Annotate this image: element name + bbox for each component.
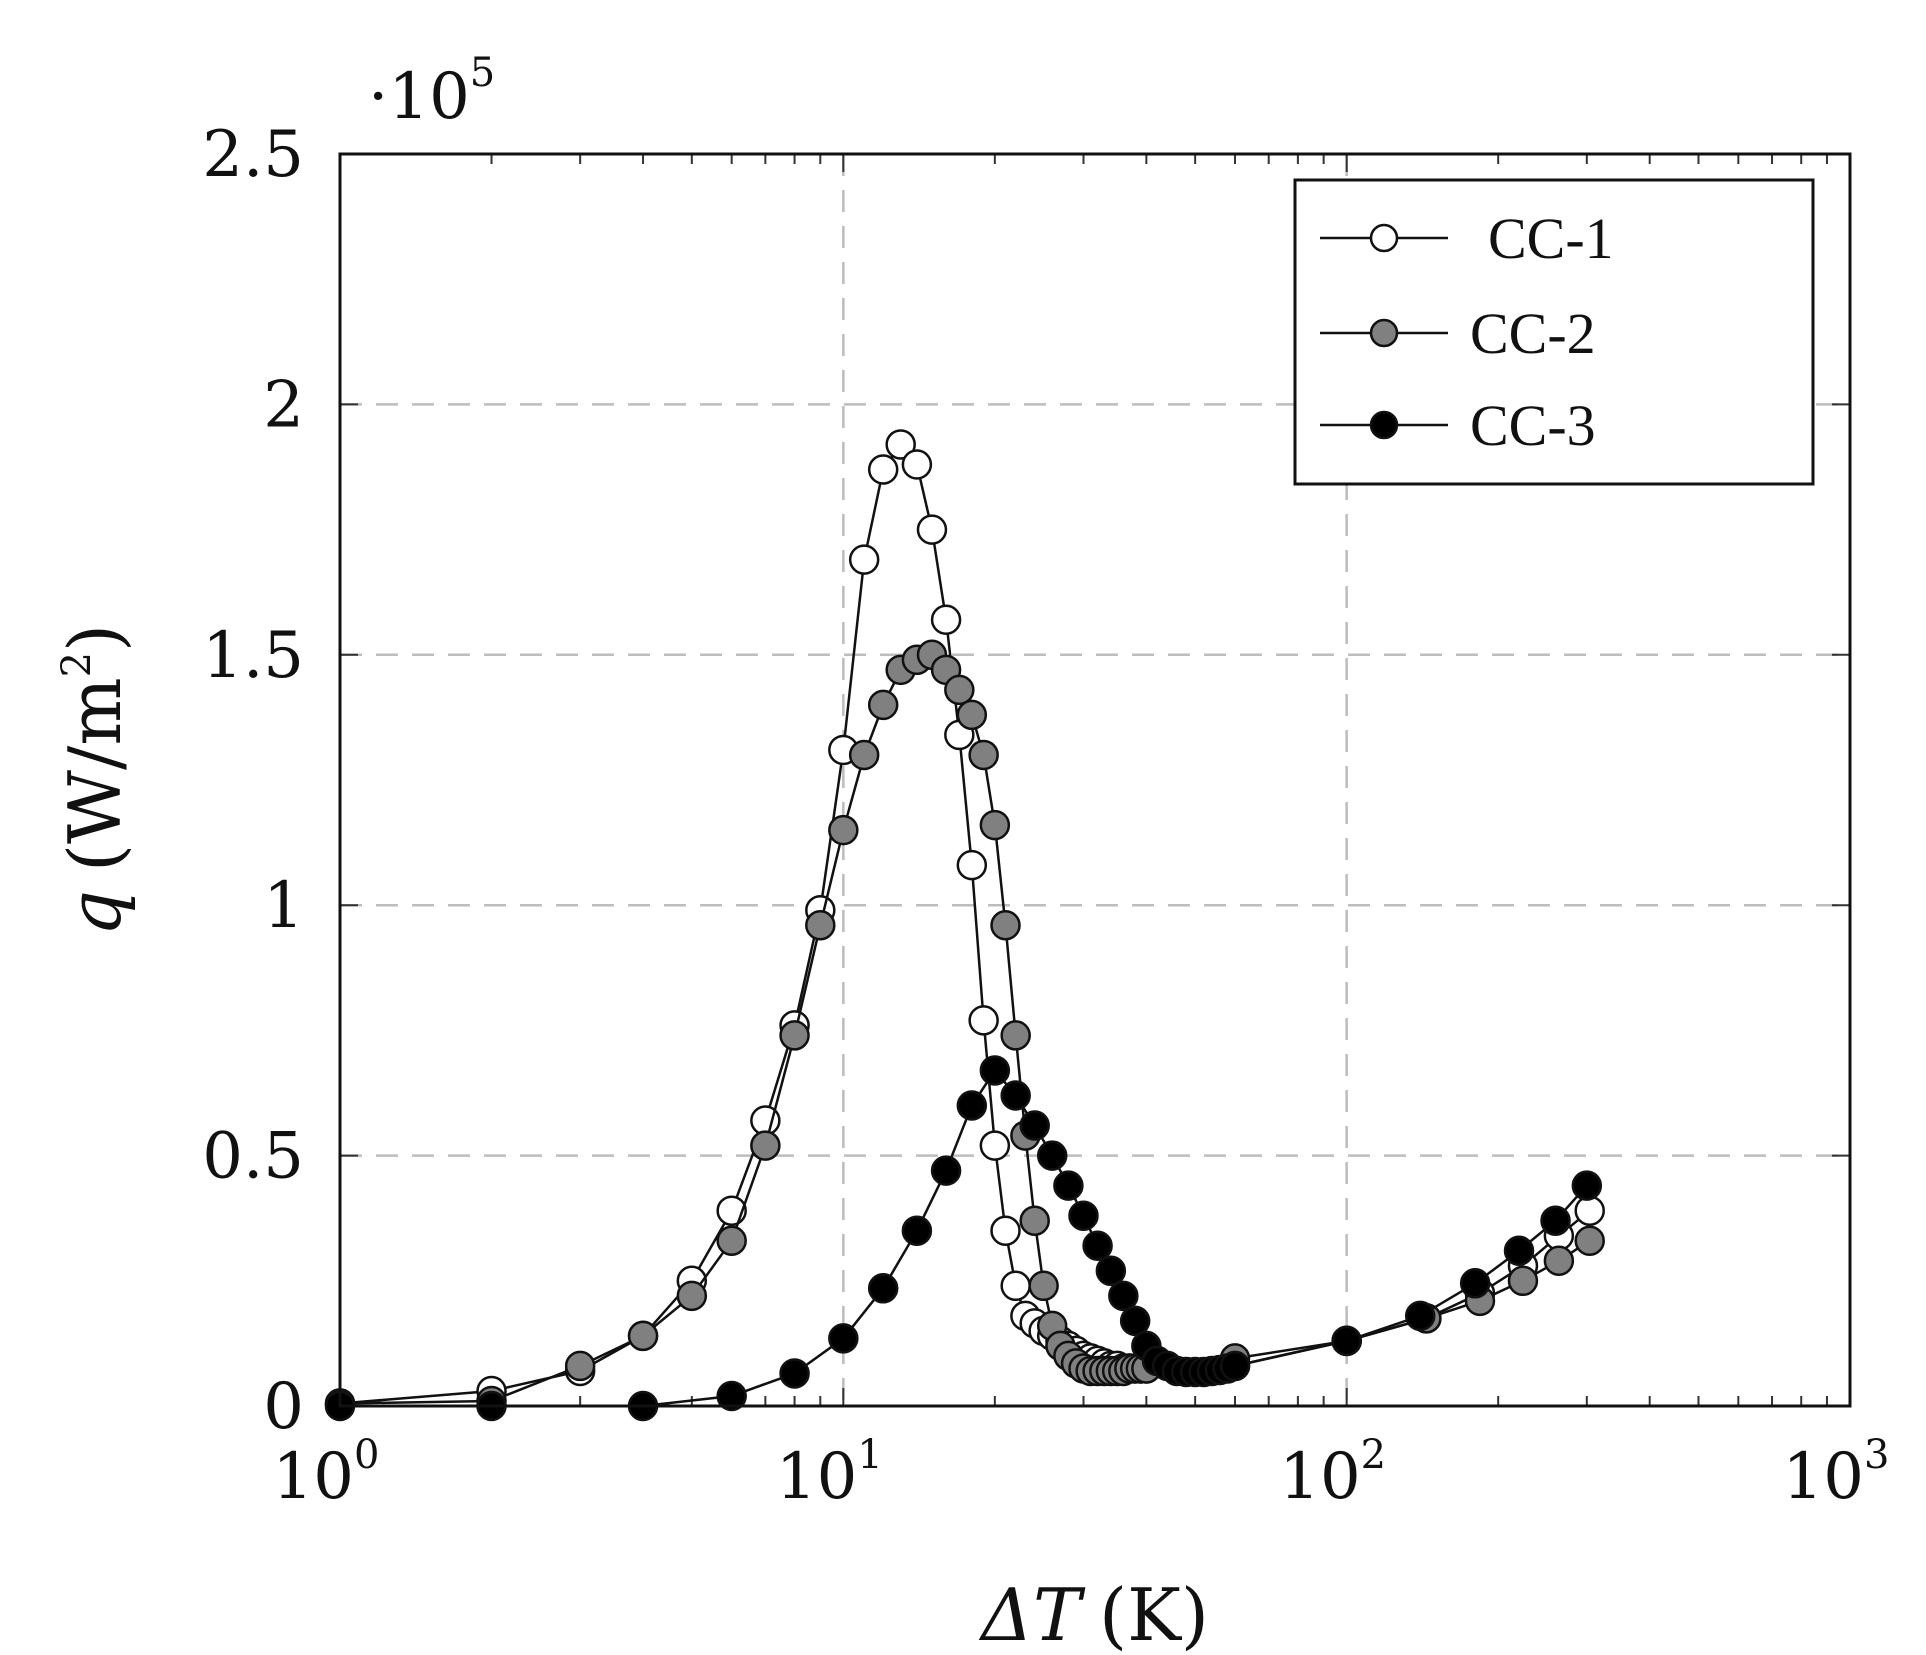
y-axis-label: q(W/m2) [53,624,137,936]
data-point-cc-1 [956,849,988,881]
data-point-cc-2 [1507,1265,1539,1297]
y-tick-label: 0.5 [202,1120,304,1194]
data-point-cc-3 [1459,1268,1491,1299]
legend: CC-1 CC-2 CC-3 [1293,178,1815,486]
series-cc-3 [324,1055,1603,1422]
data-point-cc-3 [1119,1305,1151,1337]
data-point-cc-2 [1543,1245,1575,1277]
data-point-cc-3 [1053,1170,1084,1201]
data-point-cc-2 [805,909,836,941]
legend-marker-cc-2 [1369,318,1399,348]
x-axis-label: ΔT (K) [978,1573,1209,1655]
data-point-cc-2 [564,1350,596,1382]
data-point-cc-2 [779,1020,810,1051]
data-point-cc-3 [1503,1235,1535,1267]
data-point-cc-2 [1000,1020,1031,1051]
data-point-cc-2 [944,674,975,706]
data-point-cc-1 [901,449,933,480]
data-point-cc-2 [716,1225,747,1256]
data-point-cc-3 [1019,1110,1050,1141]
data-point-cc-2 [1028,1270,1059,1302]
data-point-cc-2 [968,739,999,771]
data-point-cc-2 [1019,1205,1050,1236]
data-point-cc-3 [1082,1230,1113,1261]
data-point-cc-3 [1108,1280,1139,1312]
data-point-cc-1 [916,514,948,545]
data-point-cc-3 [930,1155,962,1186]
y-tick-label: 2 [263,368,304,442]
data-point-cc-3 [1036,1140,1068,1171]
legend-entry-cc-1: CC-1 [1320,206,1614,271]
data-point-cc-3 [716,1380,747,1412]
x-tick-label: 101 [776,1432,883,1514]
legend-marker-cc-1 [1369,223,1399,253]
data-point-cc-3 [1404,1300,1436,1332]
data-point-cc-2 [750,1130,781,1161]
legend-entry-cc-3: CC-3 [1320,393,1596,458]
y-tick-label: 1.5 [202,619,304,693]
x-tick-labels: 100 101 102 103 [273,1432,1890,1514]
data-point-cc-1 [848,544,880,575]
legend-label-cc-2: CC-2 [1470,301,1596,366]
data-point-cc-2 [956,699,988,731]
data-point-cc-3 [779,1358,810,1389]
data-point-cc-2 [867,689,899,721]
grid [340,154,1850,1406]
y-tick-labels: 0 0.5 1 1.5 2 2.5 [202,118,304,1444]
data-point-cc-3 [867,1273,899,1304]
legend-marker-cc-3 [1369,410,1399,440]
data-point-cc-1 [1574,1195,1605,1226]
data-point-cc-3 [1331,1325,1362,1357]
x-tick-label: 100 [273,1432,380,1514]
data-point-cc-1 [930,604,962,635]
data-point-cc-2 [828,814,859,846]
data-point-cc-1 [968,1005,999,1036]
data-point-cc-1 [867,454,899,485]
y-tick-label: 0 [263,1370,304,1444]
data-point-cc-3 [1571,1170,1603,1201]
data-point-cc-1 [990,1215,1021,1246]
y-tick-label: 2.5 [202,118,304,192]
x-tick-label: 102 [1279,1432,1386,1514]
legend-label-cc-3: CC-3 [1470,393,1596,458]
data-point-cc-3 [956,1090,988,1121]
data-point-cc-1 [1000,1270,1031,1302]
y-multiplier: ·105 [368,50,495,134]
data-point-cc-2 [1574,1225,1605,1256]
data-point-cc-2 [848,739,880,771]
data-point-cc-3 [901,1215,933,1246]
data-point-cc-3 [979,1055,1011,1086]
data-point-cc-2 [676,1280,708,1312]
data-point-cc-1 [979,1130,1011,1161]
data-point-cc-3 [1540,1205,1571,1236]
data-point-cc-3 [1068,1200,1099,1231]
legend-label-cc-1: CC-1 [1488,206,1614,271]
plot-frame [338,152,1852,1408]
data-point-cc-2 [979,809,1011,841]
legend-entry-cc-2: CC-2 [1320,301,1596,366]
data-point-cc-2 [990,909,1021,941]
data-point-cc-2 [627,1320,659,1352]
x-tick-label: 103 [1783,1432,1890,1514]
data-point-cc-3 [1219,1350,1251,1382]
data-point-cc-3 [1000,1080,1031,1111]
y-tick-label: 1 [263,869,304,943]
series-layer [324,429,1605,1422]
data-point-cc-3 [828,1323,859,1354]
data-point-cc-3 [1095,1255,1127,1287]
data-point-cc-1 [885,429,916,460]
